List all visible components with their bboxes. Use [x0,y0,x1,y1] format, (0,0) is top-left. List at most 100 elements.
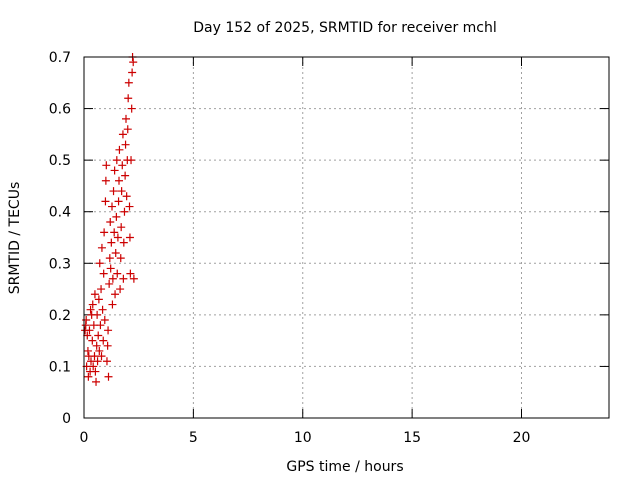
data-point-marker [114,197,123,206]
data-point-marker [121,140,130,149]
y-axis-label: SRMTID / TECUs [7,182,23,295]
x-tick-label: 10 [294,430,312,446]
data-point-marker [115,176,123,185]
data-point-marker [111,248,120,257]
data-point-marker [103,341,112,350]
data-point-marker [122,192,131,201]
data-point-marker [127,156,136,165]
data-point-marker [124,78,133,87]
data-point-marker [109,187,118,196]
data-point-marker [127,104,136,113]
y-tick-label: 0 [62,411,71,427]
data-point-marker [95,346,104,355]
data-point-marker [116,285,125,294]
x-axis-label: GPS time / hours [286,459,403,475]
data-point-marker [108,300,117,309]
data-point-marker [105,254,114,263]
data-point-marker [95,259,104,268]
data-point-marker [91,367,100,376]
y-tick-label: 0.3 [49,256,71,272]
data-points [81,53,138,386]
data-point-marker [90,352,99,361]
data-point-marker [102,357,111,366]
data-point-marker [115,145,124,154]
data-point-marker [83,346,92,355]
data-point-marker [85,326,94,335]
x-tick-label: 5 [189,430,198,446]
data-point-marker [118,130,127,139]
x-tick-label: 15 [403,430,421,446]
data-point-marker [84,372,93,381]
data-point-marker [94,331,103,340]
x-tick-label: 0 [80,430,89,446]
x-tick-label: 20 [513,430,531,446]
data-point-marker [108,274,117,283]
data-point-marker [117,187,126,196]
y-tick-label: 0.2 [49,308,71,324]
data-point-marker [117,223,126,232]
axis-ticks: 0 0.1 0.2 0.3 0.4 0.5 0.6 0.7 0 5 10 15 20 [49,50,609,446]
data-point-marker [100,228,109,237]
y-tick-label: 0.6 [49,102,71,118]
data-point-marker [113,269,122,278]
data-point-marker [101,176,110,185]
data-point-marker [98,305,107,314]
data-point-marker [118,161,127,170]
chart-title: Day 152 of 2025, SRMTID for receiver mch… [193,20,497,36]
data-point-marker [107,238,116,247]
data-point-marker [92,341,101,350]
data-point-marker [97,352,106,361]
data-point-marker [110,166,119,175]
data-point-marker [129,58,138,67]
data-point-marker [108,202,116,211]
data-point-marker [94,295,103,304]
data-point-marker [101,197,110,206]
data-point-marker [102,161,111,170]
data-point-marker [99,336,108,345]
data-point-marker [112,156,121,165]
data-point-marker [99,269,108,278]
data-point-marker [113,233,122,242]
data-point-marker [121,171,130,180]
data-point-marker [88,300,97,309]
data-point-marker [100,316,109,325]
data-point-marker [119,274,128,283]
data-point-marker [97,243,106,252]
data-point-marker [124,94,133,103]
y-tick-label: 0.7 [49,50,71,66]
data-point-marker [90,290,99,299]
data-point-marker [125,233,134,242]
data-point-marker [116,254,125,263]
y-tick-label: 0.5 [49,153,71,169]
data-point-marker [86,305,95,314]
data-point-marker [119,238,128,247]
y-tick-label: 0.4 [49,205,71,221]
data-point-marker [106,218,115,227]
data-point-marker [112,212,121,221]
data-point-marker [125,202,134,211]
y-tick-label: 0.1 [49,359,71,375]
data-point-marker [82,316,91,325]
data-point-marker [97,285,106,294]
data-point-marker [110,228,119,237]
data-point-marker [122,114,130,123]
data-point-marker [111,290,120,299]
data-point-marker [104,326,113,335]
grid-lines [84,57,609,418]
data-point-marker [104,372,113,381]
data-point-marker [123,125,132,134]
data-point-marker [93,357,102,366]
plot-area-frame [83,56,610,419]
data-point-marker [129,274,138,283]
data-point-marker [105,279,114,288]
data-point-marker [106,264,115,273]
data-point-marker [88,336,97,345]
data-point-marker [128,68,137,77]
data-point-marker [120,207,129,216]
data-point-marker [89,362,98,371]
data-point-marker [96,321,105,330]
data-point-marker [126,269,135,278]
data-point-marker [93,310,102,319]
data-point-marker [92,377,101,386]
